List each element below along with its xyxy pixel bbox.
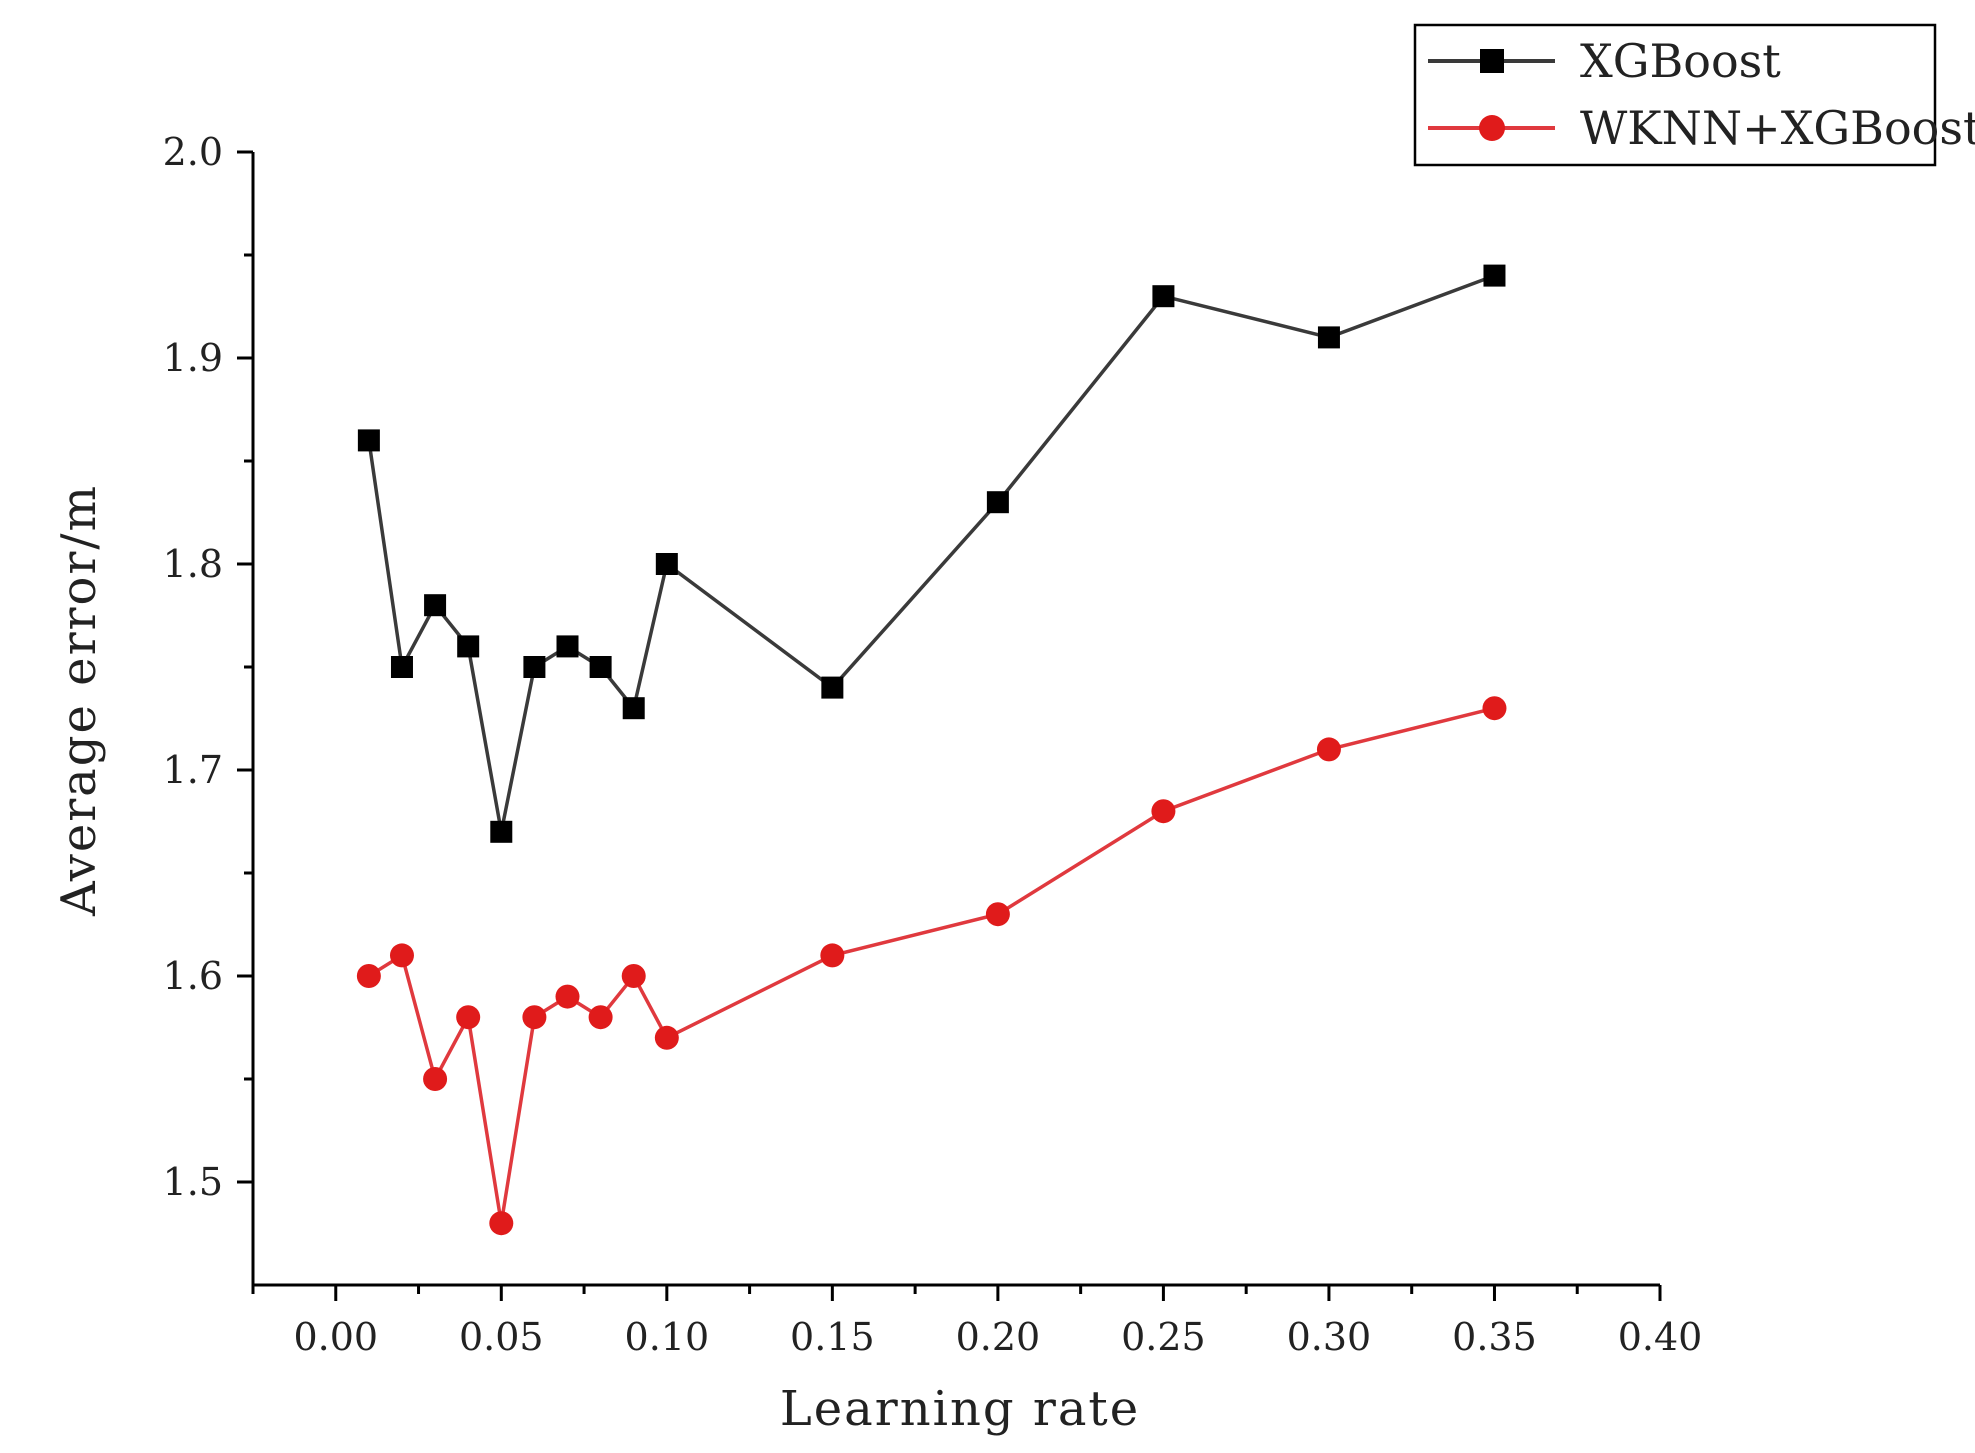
xgboost-point <box>1152 285 1175 308</box>
xgboost-point <box>1317 326 1340 349</box>
x-tick-label: 0.40 <box>1618 1315 1703 1359</box>
xgboost-point <box>622 697 645 720</box>
axes: 1.5 1.6 1.7 1.8 1.9 2.0 0.00 0.05 0.10 0.15 0.20 0.… <box>163 130 1703 1359</box>
y-axis-title: Average error/m <box>51 484 107 917</box>
x-tick-label: 0.20 <box>956 1315 1041 1359</box>
wknn-xgboost-point <box>456 1005 481 1030</box>
xgboost-point <box>490 820 513 843</box>
series-layer <box>356 264 1507 1236</box>
wknn-xgboost-point <box>522 1005 547 1030</box>
y-tick-label: 2.0 <box>163 130 223 174</box>
wknn-xgboost-point <box>588 1005 613 1030</box>
legend-label-2: WKNN+XGBoost <box>1580 101 1975 155</box>
xgboost-point <box>457 635 480 658</box>
xgboost-point <box>556 635 579 658</box>
wknn-xgboost-point <box>1482 696 1507 721</box>
x-tick-label: 0.05 <box>459 1315 544 1359</box>
wknn-xgboost-point <box>389 943 414 968</box>
x-tick-label: 0.35 <box>1452 1315 1537 1359</box>
y-tick-label: 1.6 <box>163 954 223 998</box>
y-tick-label: 1.5 <box>163 1160 223 1204</box>
wknn-xgboost-point <box>621 964 646 988</box>
xgboost-point <box>986 491 1009 514</box>
xgboost-point <box>390 656 413 678</box>
x-tick-label: 0.15 <box>790 1315 875 1359</box>
x-axis-title: Learning rate <box>780 1381 1140 1437</box>
y-tick-label: 1.8 <box>163 542 223 586</box>
legend: XGBoost WKNN+XGBoost <box>1413 23 1975 167</box>
xgboost-point <box>589 656 612 678</box>
wknn-xgboost-point <box>1316 737 1341 762</box>
wknn-xgboost-point <box>356 964 381 988</box>
xgboost-point <box>1483 264 1506 287</box>
x-tick-label: 0.25 <box>1121 1315 1206 1359</box>
y-tick-label: 1.9 <box>163 336 223 380</box>
xgboost-point <box>655 553 678 575</box>
legend-square-marker <box>1480 49 1504 73</box>
xgboost-point <box>523 656 546 678</box>
wknn-xgboost-point <box>1151 799 1176 824</box>
xgboost-point <box>424 594 447 617</box>
series-line-2 <box>367 706 1495 1224</box>
xgboost-point <box>821 676 844 699</box>
legend-box <box>1413 23 1937 167</box>
wknn-xgboost-point <box>820 943 845 968</box>
legend-circle-marker <box>1479 115 1505 141</box>
legend-label-1: XGBoost <box>1580 34 1781 88</box>
x-tick-label: 0.00 <box>293 1315 378 1359</box>
wknn-xgboost-point <box>985 902 1010 927</box>
x-tick-label: 0.30 <box>1287 1315 1372 1359</box>
y-tick-label: 1.7 <box>163 748 223 792</box>
xgboost-point <box>357 429 380 452</box>
wknn-xgboost-point <box>654 1025 679 1050</box>
wknn-xgboost-point <box>555 984 580 1009</box>
wknn-xgboost-point <box>489 1211 514 1236</box>
x-tick-label: 0.10 <box>625 1315 710 1359</box>
wknn-xgboost-point <box>423 1067 448 1091</box>
